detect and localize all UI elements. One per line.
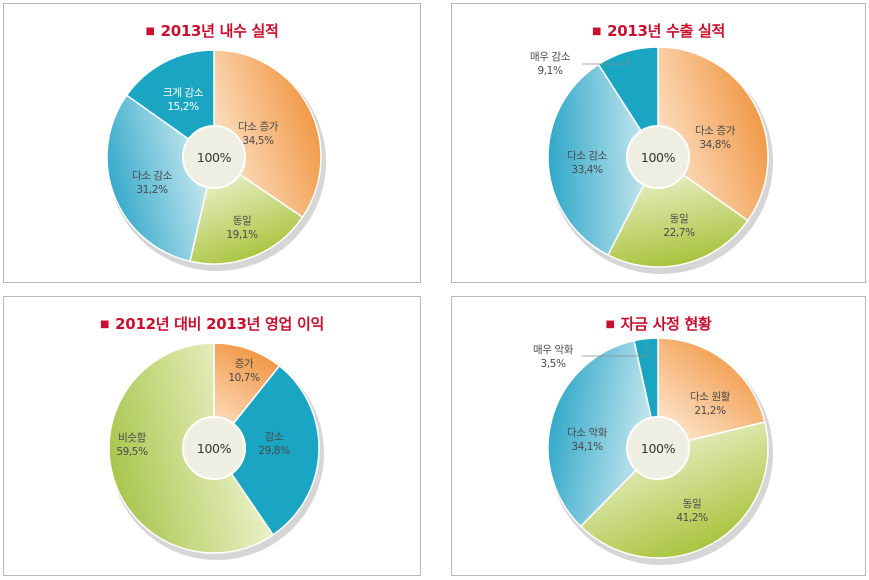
title-bullet-icon: ■ bbox=[605, 319, 615, 330]
pie-center-hole bbox=[626, 416, 690, 480]
pie-slice bbox=[579, 421, 769, 559]
slice-value-label: 15,2% bbox=[167, 101, 199, 113]
pie-chart: 100% 다소 증가 34,8% 동일 22,7% 다소 감소 33,4% 매우 감소 9,1% bbox=[530, 46, 773, 274]
slice-name-label: 다소 증가 bbox=[238, 121, 279, 133]
pie-slice bbox=[547, 339, 659, 528]
slice-name-label: 다소 악화 bbox=[567, 427, 608, 439]
pie-center-hole bbox=[182, 125, 246, 189]
chart-panel-domestic: ■ 2013년 내수 실적 100% 다소 증가 34,5% 동일 19,1% 다소 감소 3… bbox=[3, 3, 421, 283]
chart-title: ■ 2013년 수출 실적 bbox=[452, 20, 865, 41]
slice-name-label: 증가 bbox=[235, 358, 254, 370]
pie-slice bbox=[547, 63, 659, 257]
slice-value-label: 34,5% bbox=[242, 135, 274, 147]
pie-chart: 100% 증가 10,7% 감소 29,8% 비슷함 59,5% bbox=[108, 342, 324, 560]
chart-panel-funding: ■ 자금 사정 현황 100% 다소 원활 21,2% 동일 41,2% 다소 악화 34,1… bbox=[451, 296, 866, 576]
slice-value-label: 3,5% bbox=[540, 358, 565, 370]
slice-value-label: 41,2% bbox=[676, 512, 708, 524]
slice-value-label: 31,2% bbox=[136, 184, 168, 196]
slice-name-label: 동일 bbox=[670, 212, 689, 225]
slice-name-label: 감소 bbox=[265, 431, 284, 443]
slice-name-label: 비슷함 bbox=[118, 432, 147, 444]
slice-value-label: 29,8% bbox=[258, 445, 290, 457]
pie-slice bbox=[607, 155, 749, 268]
slice-value-label: 33,4% bbox=[571, 164, 603, 176]
slice-name-label: 크게 감소 bbox=[163, 87, 204, 99]
title-bullet-icon: ■ bbox=[591, 26, 602, 37]
callout-line bbox=[582, 55, 629, 65]
slice-value-label: 22,7% bbox=[663, 227, 695, 239]
pie-chart: 100% 다소 증가 34,5% 동일 19,1% 다소 감소 31,2% 크게 감소 15,2… bbox=[106, 49, 326, 271]
slice-value-label: 34,1% bbox=[571, 441, 603, 453]
slice-value-label: 21,2% bbox=[694, 405, 726, 417]
callout-line bbox=[582, 342, 647, 357]
slice-name-label: 다소 증가 bbox=[695, 125, 736, 137]
slice-name-label: 동일 bbox=[683, 497, 702, 510]
chart-title-text: 2013년 수출 실적 bbox=[607, 22, 726, 40]
pie-center-hole bbox=[626, 125, 690, 189]
center-label: 100% bbox=[641, 150, 676, 165]
pie-slice bbox=[106, 94, 215, 263]
center-label: 100% bbox=[197, 150, 232, 165]
title-bullet-icon: ■ bbox=[145, 26, 155, 37]
chart-title-text: 2013년 내수 실적 bbox=[160, 22, 279, 40]
chart-title: ■ 2012년 대비 2013년 영업 이익 bbox=[4, 313, 420, 334]
center-label: 100% bbox=[197, 441, 232, 456]
slice-name-label: 다소 원활 bbox=[690, 390, 731, 403]
slice-value-label: 9,1% bbox=[537, 65, 562, 77]
chart-panel-operating-profit: ■ 2012년 대비 2013년 영업 이익 100% 증가 10,7% 감소 29,8%… bbox=[3, 296, 421, 576]
chart-panel-export: ■ 2013년 수출 실적 100% 다소 증가 34,8% 동일 22,7% 다소 감소 3… bbox=[451, 3, 866, 283]
pie-slice bbox=[213, 364, 320, 536]
slice-value-label: 34,8% bbox=[699, 139, 731, 151]
pie-slice bbox=[657, 337, 766, 449]
slice-name-label: 매우 악화 bbox=[533, 344, 574, 356]
chart-title-text: 2012년 대비 2013년 영업 이익 bbox=[115, 315, 324, 333]
chart-title: ■ 자금 사정 현황 bbox=[452, 313, 865, 334]
slice-name-label: 매우 감소 bbox=[530, 51, 571, 63]
center-label: 100% bbox=[641, 441, 676, 456]
slice-name-label: 다소 감소 bbox=[567, 150, 608, 162]
slice-value-label: 19,1% bbox=[226, 229, 258, 241]
pie-slice bbox=[213, 49, 322, 219]
slice-value-label: 10,7% bbox=[228, 372, 260, 384]
title-bullet-icon: ■ bbox=[100, 319, 110, 330]
slice-value-label: 59,5% bbox=[116, 446, 148, 458]
pie-center-hole bbox=[182, 416, 246, 480]
chart-title: ■ 2013년 내수 실적 bbox=[4, 20, 420, 41]
slice-name-label: 다소 감소 bbox=[132, 170, 173, 182]
slice-name-label: 동일 bbox=[233, 214, 252, 227]
pie-slice bbox=[657, 46, 769, 222]
pie-chart: 100% 다소 원활 21,2% 동일 41,2% 다소 악화 34,1% 매우 악화 3,5% bbox=[533, 337, 773, 565]
pie-slice bbox=[125, 49, 215, 159]
chart-title-text: 자금 사정 현황 bbox=[620, 315, 712, 333]
